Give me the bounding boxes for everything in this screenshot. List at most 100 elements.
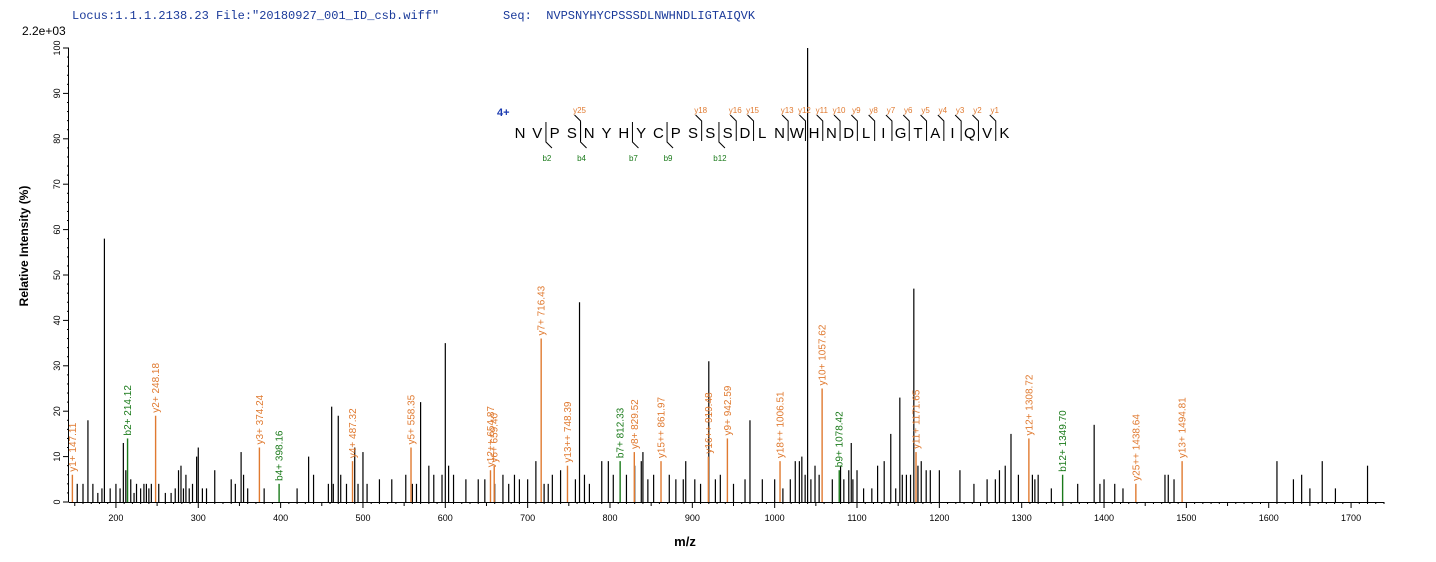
peak-label: y4+ 487.32 (348, 408, 359, 458)
residue: N (584, 125, 595, 142)
peak-label: y13++ 748.39 (563, 401, 574, 463)
y-tick-label: 90 (52, 88, 62, 98)
b-fragment-label: b9 (664, 154, 673, 163)
y-fragment-label: y8 (869, 106, 878, 115)
peak-label: b4+ 398.16 (275, 430, 286, 481)
x-tick-label: 800 (602, 513, 617, 523)
y-tick-label: 60 (52, 225, 62, 235)
residue: H (618, 125, 629, 142)
residue: D (843, 125, 854, 142)
y-fragment-mark (972, 114, 979, 141)
x-tick-label: 1500 (1176, 513, 1196, 523)
y-fragment-mark (885, 114, 893, 141)
residue: N (826, 125, 837, 142)
b-fragment-mark (545, 122, 553, 149)
locus-file-label: Locus:1.1.1.2138.23 File:"20180927_001_I… (72, 9, 440, 23)
y-tick-label: 80 (52, 134, 62, 144)
y-fragment-mark (833, 114, 841, 141)
peak-label: y3+ 374.24 (255, 394, 266, 444)
y-fragment-label: y15 (746, 106, 759, 115)
residue: C (653, 125, 664, 142)
peak-label: y16++ 919.48 (704, 392, 715, 454)
peak-label: y25++ 1438.64 (1131, 414, 1142, 481)
x-tick-label: 1400 (1094, 513, 1114, 523)
peak-label: b2+ 214.12 (123, 385, 134, 436)
residue: Y (601, 125, 611, 142)
peak-label: y8+ 829.52 (630, 399, 641, 449)
y-fragment-mark (902, 114, 910, 141)
y-axis-label: Relative Intensity (%) (17, 186, 31, 307)
residue: P (671, 125, 681, 142)
residue: I (950, 125, 954, 142)
residue: Y (636, 125, 646, 142)
residue: V (982, 125, 992, 142)
x-tick-label: 1300 (1012, 513, 1032, 523)
y-fragment-label: y12 (798, 106, 811, 115)
peak-label: y11+ 1171.65 (912, 389, 923, 449)
y-fragment-mark (695, 114, 703, 141)
y-fragment-label: y7 (887, 106, 896, 115)
peak-label: y12+ 1308.72 (1024, 374, 1035, 435)
y-fragment-label: y2 (973, 106, 982, 115)
residue: S (567, 125, 577, 142)
residue: A (930, 125, 940, 142)
x-tick-label: 200 (108, 513, 123, 523)
y-fragment-mark (989, 114, 997, 141)
x-tick-label: 1600 (1259, 513, 1279, 523)
y-tick-label: 70 (52, 179, 62, 189)
y-fragment-mark (850, 114, 858, 141)
y-tick-label: 30 (52, 361, 62, 371)
residue: S (688, 125, 698, 142)
b-fragment-mark (631, 122, 639, 149)
b-fragment-mark (666, 122, 674, 149)
y-fragment-label: y4 (939, 106, 948, 115)
peak-label: b9+ 1078.42 (835, 411, 846, 467)
y-fragment-label: y9 (852, 106, 861, 115)
residue: S (705, 125, 715, 142)
y-fragment-label: y6 (904, 106, 913, 115)
peaks-layer (71, 48, 1369, 502)
x-tick-label: 1700 (1341, 513, 1361, 523)
y-fragment-mark (954, 114, 962, 141)
y-tick-label: 100 (52, 40, 62, 55)
peak-label: y5+ 558.35 (407, 394, 418, 444)
y-max-intensity-label: 2.2e+03 (22, 24, 66, 38)
peak-label: y12++ 654.87 (486, 406, 497, 468)
y-fragment-mark (920, 114, 928, 141)
x-tick-label: 1000 (765, 513, 785, 523)
b-fragment-label: b4 (577, 154, 586, 163)
b-fragment-label: b12 (713, 154, 727, 163)
peak-label: y1+ 147.11 (68, 422, 79, 471)
peak-label: b7+ 812.33 (616, 407, 627, 458)
residue: D (739, 125, 750, 142)
peak-label: y15++ 861.97 (657, 397, 668, 459)
peak-labels-layer: y1+ 147.11 b2+ 214.12 y2+ 248.18 y3+ 374.24… (68, 285, 1189, 480)
residue: P (550, 125, 560, 142)
residue: V (532, 125, 542, 142)
y-tick-label: 20 (52, 406, 62, 416)
y-tick-label: 0 (52, 499, 62, 504)
y-fragment-mark (747, 114, 755, 141)
y-fragment-mark (868, 114, 876, 141)
x-tick-label: 600 (438, 513, 453, 523)
residue: S (723, 125, 733, 142)
residue: T (913, 125, 922, 142)
spectrum-header: Locus:1.1.1.2138.23 File:"20180927_001_I… (0, 0, 1436, 40)
y-fragment-label: y25 (573, 106, 586, 115)
x-tick-label: 1100 (847, 513, 866, 523)
y-fragment-mark (816, 114, 824, 141)
peak-label: y13+ 1494.81 (1178, 397, 1189, 458)
y-fragment-label: y1 (991, 106, 1000, 115)
axes-layer: 200 300 400 500 600 700 800 900 1000 1100 1200 1300… (52, 40, 1385, 523)
y-fragment-label: y10 (833, 106, 846, 115)
y-fragment-label: y11 (816, 106, 829, 115)
x-tick-label: 900 (685, 513, 700, 523)
residue: L (758, 125, 766, 142)
peak-label: y18++ 1006.51 (776, 391, 787, 458)
peak-label: y2+ 248.18 (151, 363, 162, 413)
peak-label: y10+ 1057.62 (818, 324, 829, 385)
residue: I (881, 125, 885, 142)
residue: G (895, 125, 907, 142)
y-fragment-label: y13 (781, 106, 794, 115)
